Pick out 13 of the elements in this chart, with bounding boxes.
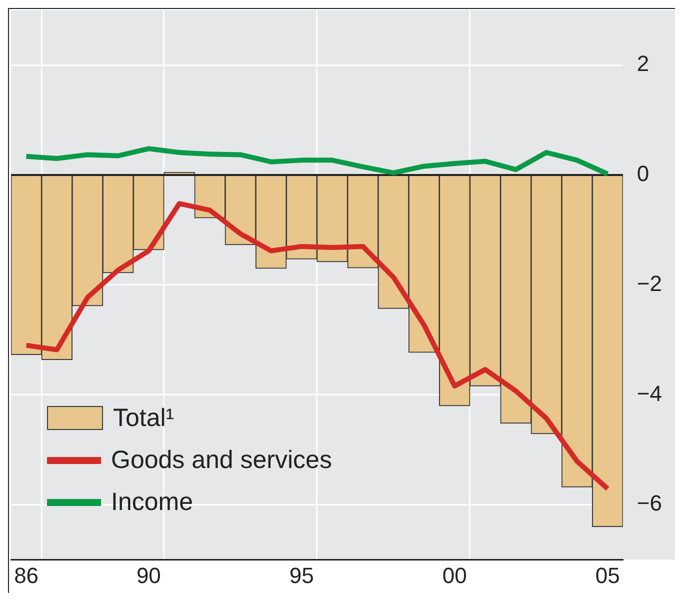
x-tick-label: 05 (595, 562, 620, 588)
y-tick-label: 2 (636, 51, 650, 76)
x-tick-label: 00 (442, 562, 467, 588)
x-tick-label: 90 (136, 562, 161, 588)
y-tick-label: 0 (636, 161, 650, 186)
y-tick-label: −2 (636, 270, 662, 296)
legend-label: Total¹ (113, 404, 174, 432)
legend-label: Goods and services (111, 446, 332, 474)
x-tick-label: 86 (14, 562, 39, 588)
legend-label: Income (111, 488, 193, 516)
y-tick-label: −6 (636, 490, 662, 516)
y-tick-label: −4 (636, 380, 662, 406)
x-tick-label: 95 (289, 562, 314, 588)
